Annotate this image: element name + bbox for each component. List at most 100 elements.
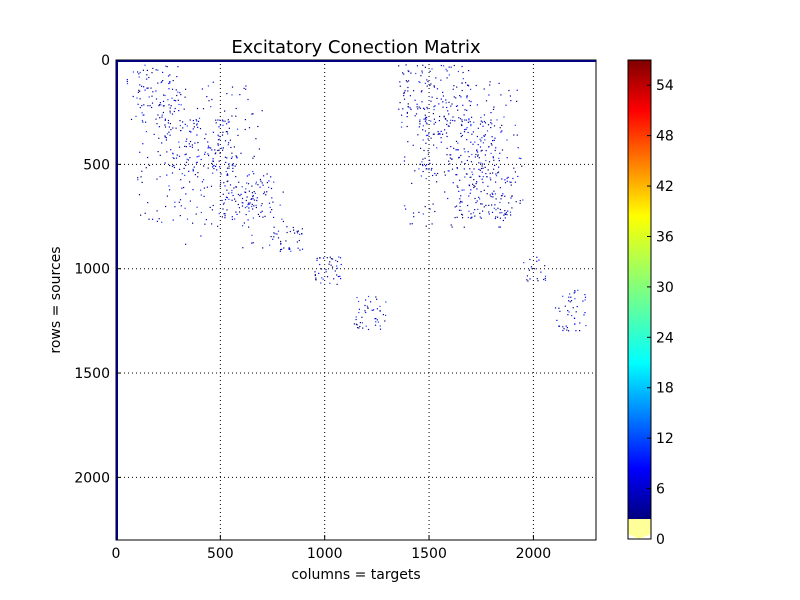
connection-point xyxy=(513,134,515,136)
connection-point xyxy=(171,165,174,167)
connection-point xyxy=(228,198,230,200)
connection-point xyxy=(466,139,468,141)
connection-point xyxy=(584,312,586,314)
connection-point xyxy=(490,152,492,154)
connection-point xyxy=(162,71,164,73)
connection-point xyxy=(498,166,500,168)
connection-point xyxy=(464,129,466,131)
connection-point xyxy=(231,94,233,96)
connection-point xyxy=(174,206,176,208)
connection-point xyxy=(231,218,233,220)
connection-point xyxy=(425,116,427,118)
connection-point xyxy=(464,176,466,178)
connection-point xyxy=(468,70,470,72)
connection-point xyxy=(422,125,424,127)
connection-point xyxy=(404,156,406,158)
connection-point xyxy=(414,115,416,117)
connection-point xyxy=(536,260,538,262)
connection-point xyxy=(249,202,251,204)
connection-point xyxy=(243,87,245,89)
connection-point xyxy=(273,232,275,234)
connection-point xyxy=(368,295,370,298)
connection-point xyxy=(515,201,517,203)
connection-point xyxy=(436,88,439,90)
connection-point xyxy=(499,187,501,189)
connection-point xyxy=(332,258,334,260)
connection-point xyxy=(495,181,497,183)
connection-point xyxy=(376,308,378,310)
connection-point xyxy=(159,102,161,104)
connection-point xyxy=(467,131,469,134)
connection-point xyxy=(221,147,223,149)
connection-point xyxy=(504,210,506,212)
connection-point xyxy=(427,138,429,140)
connection-point xyxy=(457,142,459,144)
connection-point xyxy=(272,201,274,203)
connection-point xyxy=(435,77,437,79)
connection-point xyxy=(172,219,174,221)
connection-point xyxy=(486,193,488,195)
connection-point xyxy=(279,250,281,252)
connection-point xyxy=(296,241,298,243)
connection-point xyxy=(483,114,485,116)
connection-point xyxy=(271,197,273,199)
connection-point xyxy=(417,108,419,110)
connection-point xyxy=(248,226,250,228)
connection-point xyxy=(544,277,546,279)
connection-point xyxy=(184,174,186,176)
connection-point xyxy=(231,216,233,218)
connection-point xyxy=(175,89,177,91)
connection-point xyxy=(184,145,186,147)
connection-point xyxy=(271,209,273,211)
connection-point xyxy=(567,310,569,312)
connection-point xyxy=(480,203,482,205)
connection-point xyxy=(536,256,538,258)
connection-point xyxy=(215,122,217,124)
connection-point xyxy=(491,204,493,206)
connection-point xyxy=(336,267,339,269)
connection-point xyxy=(196,161,198,163)
connection-point xyxy=(252,208,254,210)
connection-point xyxy=(422,170,424,173)
connection-point xyxy=(336,274,338,276)
connection-point xyxy=(224,213,226,215)
connection-point xyxy=(132,95,134,98)
connection-point xyxy=(296,230,298,232)
connection-point xyxy=(574,290,576,292)
connection-point xyxy=(384,320,386,322)
connection-point xyxy=(487,169,489,171)
connection-point xyxy=(490,122,492,124)
connection-point xyxy=(419,123,421,125)
colorbar-tick-label: 24 xyxy=(656,330,674,346)
connection-point xyxy=(157,151,159,153)
connection-point xyxy=(571,315,573,317)
connection-point xyxy=(273,226,275,228)
connection-point xyxy=(179,199,182,201)
connection-point xyxy=(490,127,492,129)
connection-point xyxy=(444,129,446,131)
connection-point xyxy=(493,190,495,192)
connection-point xyxy=(207,167,209,169)
connection-point xyxy=(507,210,509,212)
connection-point xyxy=(478,168,480,170)
connection-point xyxy=(175,127,177,129)
connection-point xyxy=(195,213,197,215)
connection-point xyxy=(476,188,478,190)
connection-point xyxy=(442,133,444,135)
connection-point xyxy=(407,141,409,143)
connection-point xyxy=(471,171,473,173)
connection-point xyxy=(314,271,316,273)
connection-point xyxy=(192,128,194,130)
connection-point xyxy=(434,210,436,213)
connection-point xyxy=(370,301,372,303)
connection-point xyxy=(166,195,168,197)
connection-point xyxy=(228,163,230,165)
connection-point xyxy=(418,126,420,128)
colorbar-tick-label: 18 xyxy=(656,381,674,397)
connection-point xyxy=(164,118,166,120)
connection-point xyxy=(178,103,180,106)
connection-point xyxy=(222,120,224,122)
connection-point xyxy=(500,131,502,133)
connection-point xyxy=(467,216,469,219)
connection-point xyxy=(467,204,469,207)
